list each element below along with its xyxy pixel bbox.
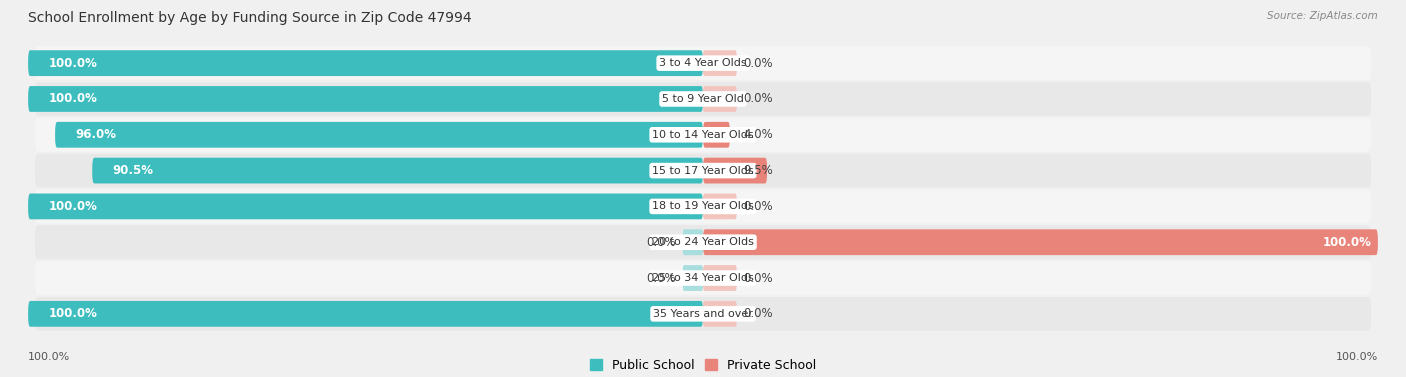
FancyBboxPatch shape xyxy=(35,261,1371,295)
Text: 9.5%: 9.5% xyxy=(744,164,773,177)
FancyBboxPatch shape xyxy=(703,50,737,76)
FancyBboxPatch shape xyxy=(703,86,737,112)
Text: School Enrollment by Age by Funding Source in Zip Code 47994: School Enrollment by Age by Funding Sour… xyxy=(28,11,472,25)
FancyBboxPatch shape xyxy=(55,122,703,148)
Text: 100.0%: 100.0% xyxy=(1336,352,1378,362)
FancyBboxPatch shape xyxy=(28,86,703,112)
FancyBboxPatch shape xyxy=(35,297,1371,331)
FancyBboxPatch shape xyxy=(28,50,703,76)
FancyBboxPatch shape xyxy=(35,154,1371,187)
FancyBboxPatch shape xyxy=(35,190,1371,223)
FancyBboxPatch shape xyxy=(93,158,703,184)
Text: 0.0%: 0.0% xyxy=(647,236,676,249)
Text: 15 to 17 Year Olds: 15 to 17 Year Olds xyxy=(652,166,754,176)
Text: 100.0%: 100.0% xyxy=(48,92,97,106)
Text: 0.0%: 0.0% xyxy=(744,271,773,285)
Text: 5 to 9 Year Old: 5 to 9 Year Old xyxy=(662,94,744,104)
Text: 0.0%: 0.0% xyxy=(744,307,773,320)
Text: 3 to 4 Year Olds: 3 to 4 Year Olds xyxy=(659,58,747,68)
Text: 20 to 24 Year Olds: 20 to 24 Year Olds xyxy=(652,237,754,247)
FancyBboxPatch shape xyxy=(28,301,703,327)
Text: 90.5%: 90.5% xyxy=(112,164,153,177)
Legend: Public School, Private School: Public School, Private School xyxy=(585,354,821,377)
Text: 100.0%: 100.0% xyxy=(1322,236,1371,249)
Text: 25 to 34 Year Olds: 25 to 34 Year Olds xyxy=(652,273,754,283)
FancyBboxPatch shape xyxy=(35,118,1371,152)
Text: 18 to 19 Year Olds: 18 to 19 Year Olds xyxy=(652,201,754,211)
FancyBboxPatch shape xyxy=(703,265,737,291)
FancyBboxPatch shape xyxy=(703,229,1378,255)
Text: 0.0%: 0.0% xyxy=(647,271,676,285)
Text: 0.0%: 0.0% xyxy=(744,200,773,213)
Text: 100.0%: 100.0% xyxy=(48,307,97,320)
Text: 10 to 14 Year Olds: 10 to 14 Year Olds xyxy=(652,130,754,140)
FancyBboxPatch shape xyxy=(35,225,1371,259)
Text: 100.0%: 100.0% xyxy=(28,352,70,362)
Text: 100.0%: 100.0% xyxy=(48,57,97,70)
Text: 0.0%: 0.0% xyxy=(744,57,773,70)
Text: 0.0%: 0.0% xyxy=(744,92,773,106)
FancyBboxPatch shape xyxy=(683,229,703,255)
FancyBboxPatch shape xyxy=(35,82,1371,116)
FancyBboxPatch shape xyxy=(28,193,703,219)
Text: 100.0%: 100.0% xyxy=(48,200,97,213)
Text: Source: ZipAtlas.com: Source: ZipAtlas.com xyxy=(1267,11,1378,21)
FancyBboxPatch shape xyxy=(35,46,1371,80)
Text: 35 Years and over: 35 Years and over xyxy=(652,309,754,319)
FancyBboxPatch shape xyxy=(703,301,737,327)
FancyBboxPatch shape xyxy=(703,158,768,184)
FancyBboxPatch shape xyxy=(703,193,737,219)
FancyBboxPatch shape xyxy=(703,122,730,148)
FancyBboxPatch shape xyxy=(683,265,703,291)
Text: 96.0%: 96.0% xyxy=(76,128,117,141)
Text: 4.0%: 4.0% xyxy=(744,128,773,141)
